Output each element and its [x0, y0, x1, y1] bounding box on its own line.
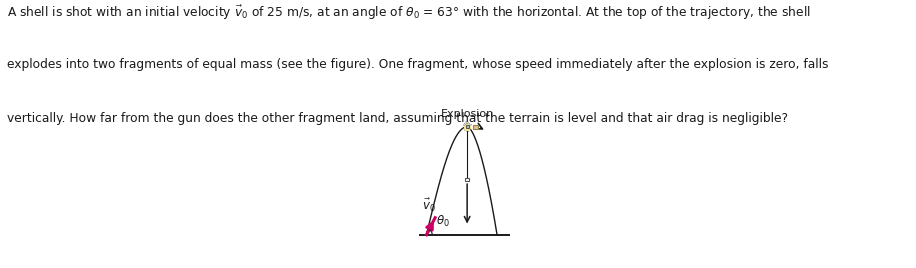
Text: $\theta_0$: $\theta_0$ [436, 214, 450, 229]
Text: Explosion: Explosion [441, 109, 494, 119]
Bar [474, 125, 478, 129]
Text: $\vec{v}_0$: $\vec{v}_0$ [422, 196, 436, 214]
Text: explodes into two fragments of equal mass (see the figure). One fragment, whose : explodes into two fragments of equal mas… [7, 58, 829, 71]
Text: A shell is shot with an initial velocity $\vec{v}_0$ of 25 m/s, at an angle of $: A shell is shot with an initial velocity… [7, 4, 811, 22]
Text: vertically. How far from the gun does the other fragment land, assuming that the: vertically. How far from the gun does th… [7, 112, 789, 125]
Bar [465, 178, 469, 181]
Bar [466, 125, 469, 128]
